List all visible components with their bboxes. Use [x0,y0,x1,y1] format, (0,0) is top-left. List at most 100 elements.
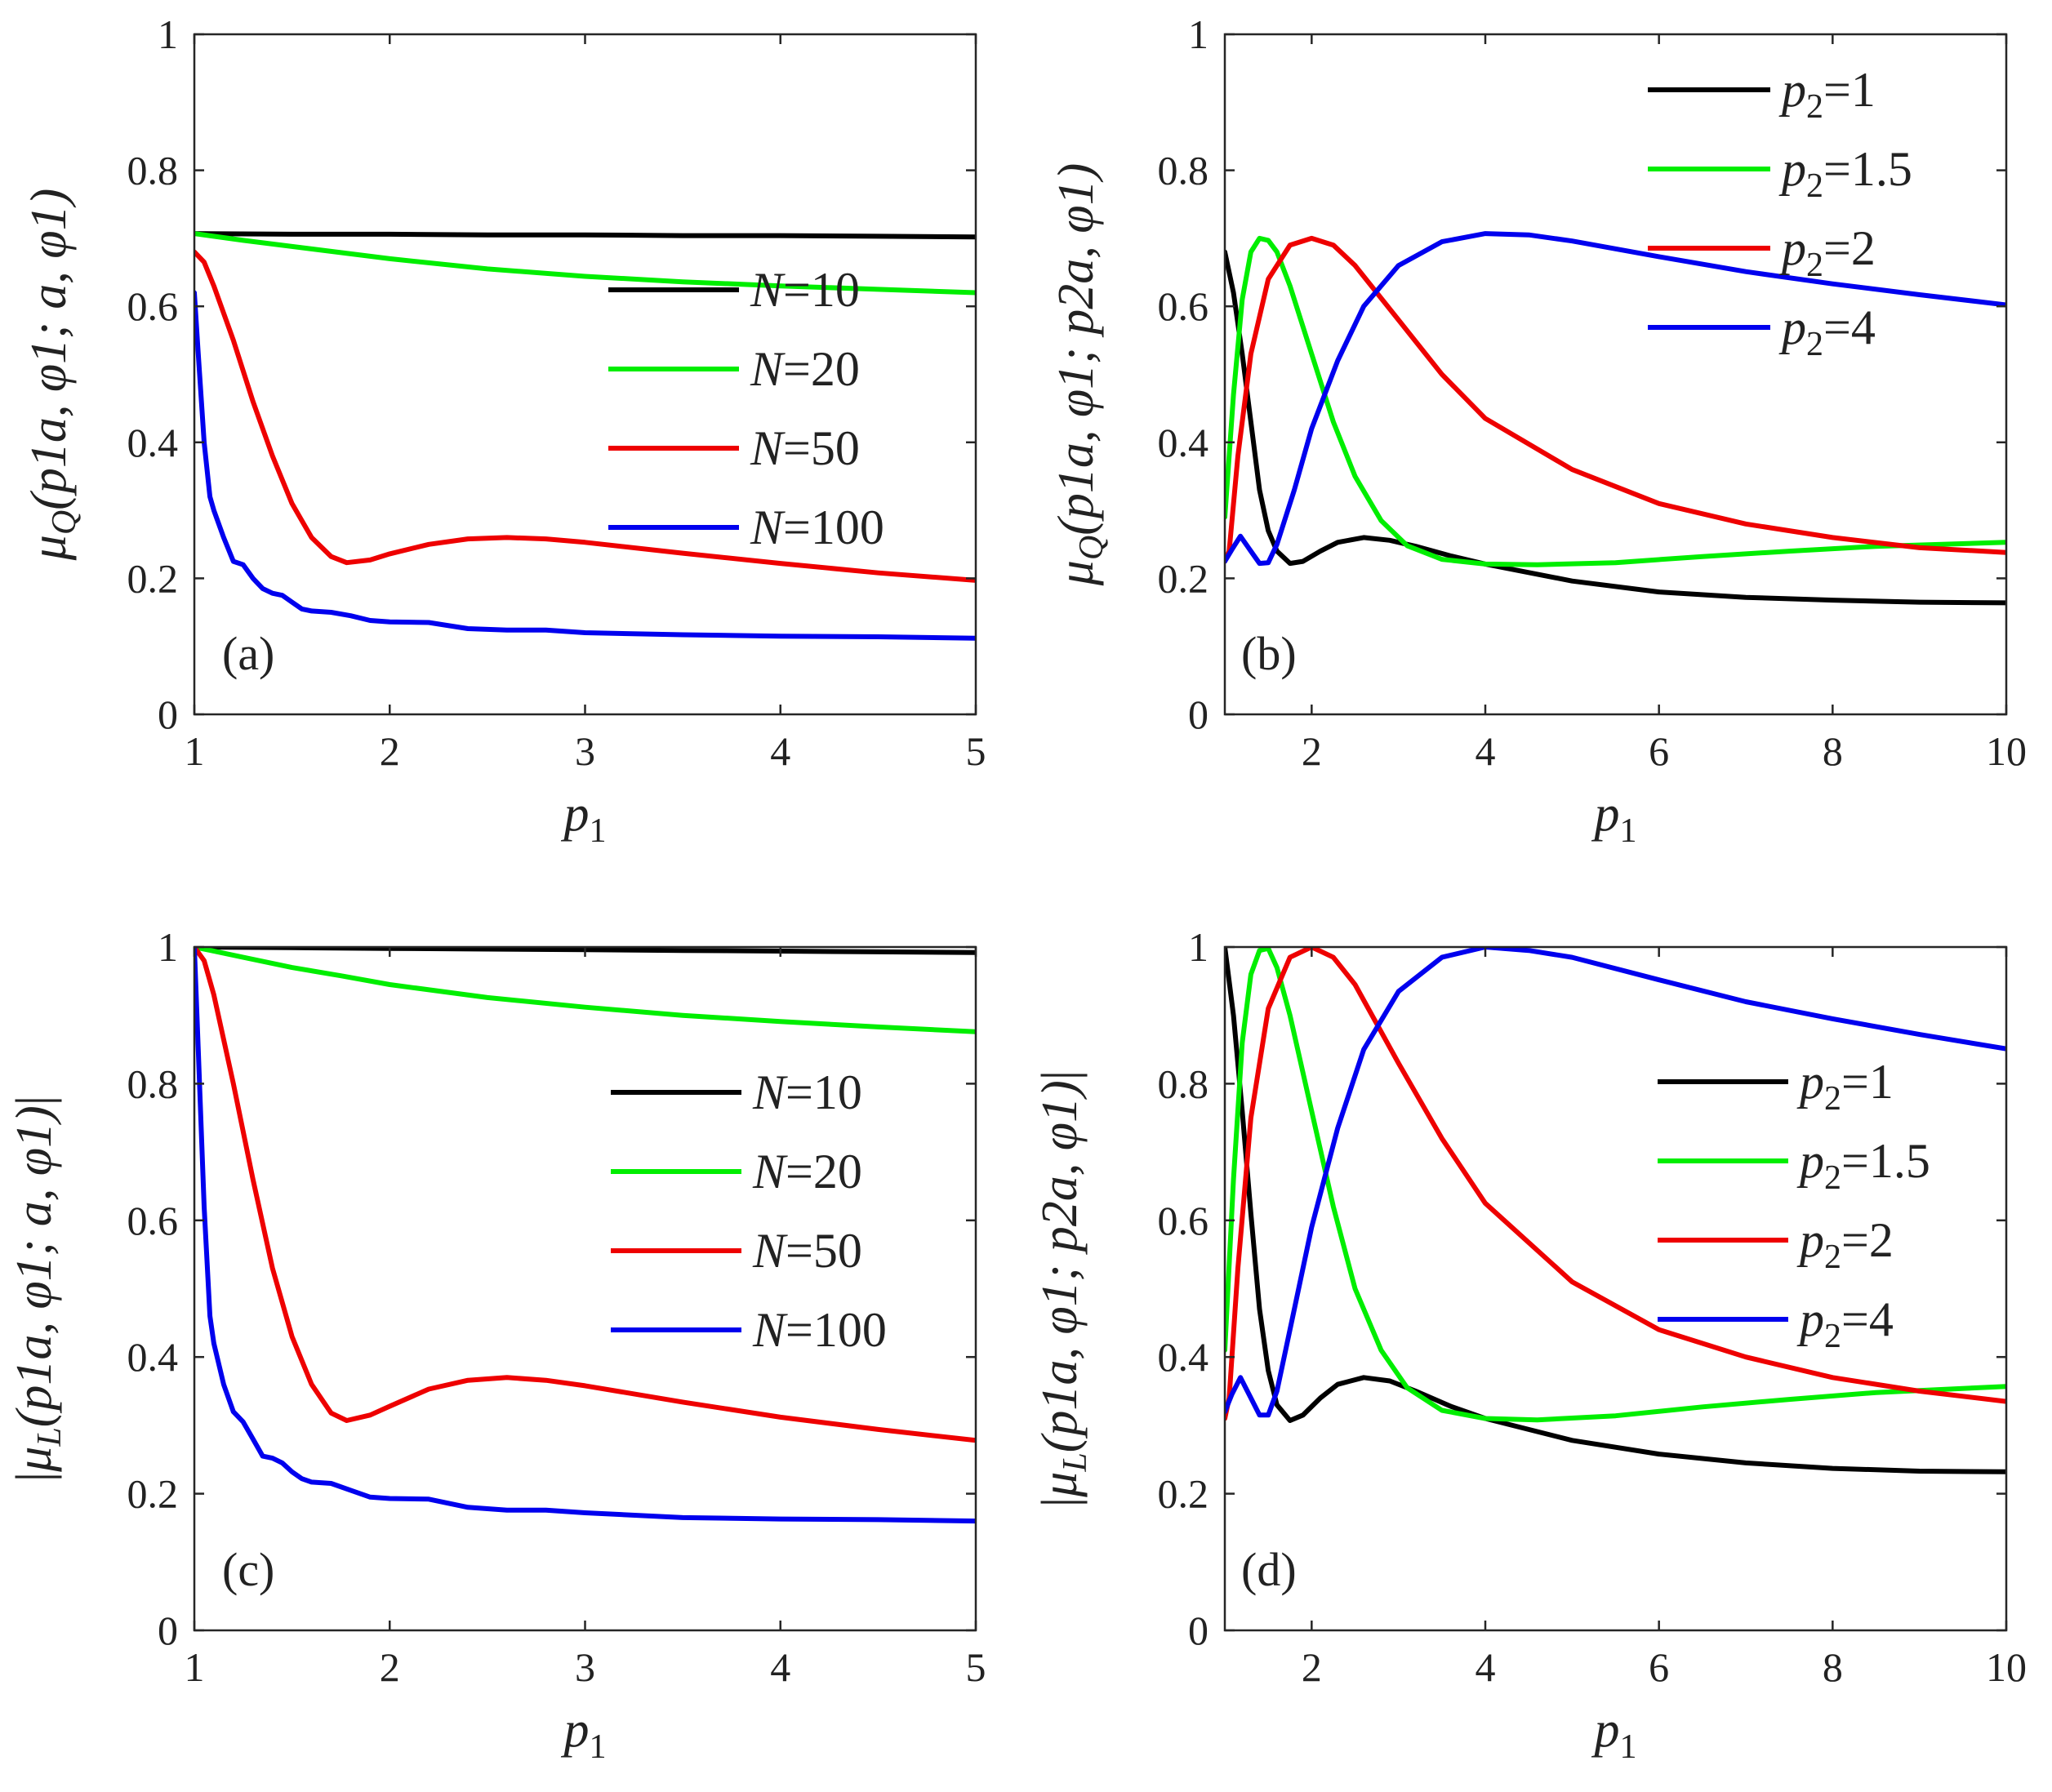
legend-label-b-3: p2=4 [1778,300,1876,363]
x-tick-label-b-4: 10 [1986,728,2027,774]
y-tick-label-d-0: 0 [1188,1607,1208,1653]
series-line-b-0 [1225,249,2006,606]
series-line-b-1 [1225,235,2006,567]
x-tick-label-c-2: 3 [575,1644,595,1690]
x-tick-label-b-2: 6 [1649,728,1669,774]
panel-label-d: (d) [1241,1543,1297,1596]
x-tick-label-a-4: 5 [966,728,986,774]
series-line-c-3 [194,947,976,1524]
series-line-a-0 [194,231,976,240]
y-tick-label-a-1: 0.2 [127,555,179,601]
x-tick-label-c-3: 4 [770,1644,790,1690]
legend-label-d-3: p2=4 [1796,1292,1894,1355]
y-axis-label-c: |μL(p1a, φ1; a, φ1)| [7,1096,69,1482]
axes-box-c [193,945,977,1632]
x-tick-label-a-2: 3 [575,728,595,774]
panel-label-a: (a) [222,627,274,680]
legend-d: p2=1 p2=1.5 p2=2 p2=4 [1658,1055,1930,1355]
y-tick-label-d-1: 0.2 [1158,1471,1209,1517]
axes-box-d [1223,945,2008,1632]
legend-label-d-1: p2=1.5 [1796,1134,1930,1197]
panel-d: 2 4 6 8 10 0 0.2 0.4 0.6 0.8 1 p1 |μL(p1a, φ1; p2a, … [1032,924,2027,1766]
legend-label-c-3: N=100 [752,1303,887,1357]
panel-label-c: (c) [222,1543,274,1596]
y-tick-label-b-2: 0.4 [1158,420,1209,465]
legend-label-b-2: p2=2 [1778,221,1876,284]
y-tick-label-d-2: 0.4 [1158,1334,1209,1380]
y-tick-label-c-3: 0.6 [127,1198,179,1243]
y-tick-label-d-3: 0.6 [1158,1198,1209,1243]
legend-b: p2=1 p2=1.5 p2=2 p2=4 [1648,63,1912,363]
series-line-d-1 [1225,947,2006,1423]
y-tick-label-a-5: 1 [158,11,178,57]
panel-c: 1 2 3 4 5 0 0.2 0.4 0.6 0.8 1 p1 |μL(p1a, φ1; a, φ1)… [7,924,986,1766]
legend-label-b-0: p2=1 [1778,63,1876,126]
legend-label-d-2: p2=2 [1796,1213,1894,1276]
panel-a: 1 2 3 4 5 0 0.2 0.4 0.6 0.8 1 p1 μQ(p1a, φ1; a, φ1) N… [21,11,986,850]
legend-a: N=10 N=20 N=50 N=100 [608,263,884,554]
legend-label-c-1: N=20 [752,1145,862,1198]
y-tick-label-b-1: 0.2 [1158,555,1209,601]
y-tick-label-b-3: 0.6 [1158,283,1209,329]
panel-label-b: (b) [1241,627,1297,680]
x-tick-label-b-3: 8 [1823,728,1843,774]
x-tick-label-d-2: 6 [1649,1644,1669,1690]
plot-area-d [1225,947,2006,1474]
series-line-d-0 [1225,947,2006,1474]
x-tick-label-b-1: 4 [1476,728,1496,774]
x-axis-label-d: p1 [1591,1702,1637,1766]
y-tick-label-d-4: 0.8 [1158,1061,1209,1106]
series-line-a-1 [194,231,976,296]
series-line-a-2 [194,249,976,583]
x-axis-label-a: p1 [561,786,607,850]
legend-label-d-0: p2=1 [1796,1055,1894,1118]
series-line-a-3 [194,290,976,641]
legend-label-c-0: N=10 [752,1065,862,1119]
plot-area-a [194,231,976,641]
y-tick-label-c-0: 0 [158,1607,178,1653]
legend-label-a-1: N=20 [750,342,860,396]
x-tick-label-d-0: 2 [1302,1644,1322,1690]
series-line-b-2 [1225,235,2006,564]
legend-label-c-2: N=50 [752,1224,862,1278]
x-tick-label-c-1: 2 [380,1644,400,1690]
y-axis-label-b: μQ(p1a, φ1; p2a, φ1) [1048,163,1111,587]
y-tick-label-d-5: 1 [1188,924,1208,970]
x-tick-label-c-4: 5 [966,1644,986,1690]
series-line-d-3 [1225,947,2006,1418]
y-tick-label-a-3: 0.6 [127,283,179,329]
y-axis-label-d: |μL(p1a, φ1; p2a, φ1)| [1032,1070,1094,1507]
y-tick-label-a-2: 0.4 [127,420,179,465]
plot-area-b [1225,231,2006,606]
x-axis-label-c: p1 [561,1702,607,1766]
x-tick-label-b-0: 2 [1302,728,1322,774]
y-axis-label-a: μQ(p1a, φ1; a, φ1) [21,189,83,562]
x-tick-label-a-0: 1 [185,728,205,774]
x-tick-label-c-0: 1 [185,1644,205,1690]
x-tick-label-a-1: 2 [380,728,400,774]
y-tick-label-c-2: 0.4 [127,1334,179,1380]
y-tick-label-c-1: 0.2 [127,1471,179,1517]
y-tick-label-b-5: 1 [1188,11,1208,57]
legend-label-a-2: N=50 [750,421,860,475]
legend-c: N=10 N=20 N=50 N=100 [611,1065,887,1357]
y-tick-label-c-4: 0.8 [127,1061,179,1106]
legend-label-b-1: p2=1.5 [1778,142,1912,205]
x-tick-label-d-4: 10 [1986,1644,2027,1690]
series-line-c-2 [194,947,976,1443]
x-tick-label-a-3: 4 [770,728,790,774]
legend-label-a-0: N=10 [750,263,860,317]
x-axis-label-b: p1 [1591,786,1637,850]
y-tick-label-a-4: 0.8 [127,148,179,193]
x-tick-label-d-1: 4 [1476,1644,1496,1690]
series-line-c-1 [194,947,976,1034]
y-tick-label-a-0: 0 [158,691,178,737]
axes-box-b [1223,33,2008,716]
y-tick-label-c-5: 1 [158,924,178,970]
y-tick-label-b-4: 0.8 [1158,148,1209,193]
y-tick-label-b-0: 0 [1188,691,1208,737]
x-tick-label-d-3: 8 [1823,1644,1843,1690]
series-line-b-3 [1225,231,2006,567]
legend-label-a-3: N=100 [750,500,884,554]
